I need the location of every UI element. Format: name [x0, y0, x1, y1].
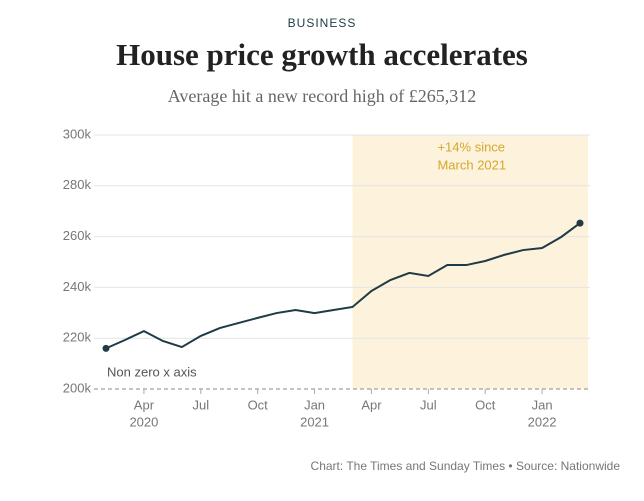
x-tick-label: Oct — [475, 397, 496, 412]
y-tick-label: 240k — [63, 279, 92, 294]
x-tick-label: Jan — [532, 397, 553, 412]
x-tick-label: Jan — [304, 397, 325, 412]
kicker: BUSINESS — [288, 16, 357, 30]
y-tick-label: 220k — [63, 330, 92, 345]
end-dot — [102, 344, 110, 352]
chart-title: House price growth accelerates — [116, 37, 528, 72]
chart-subtitle: Average hit a new record high of £265,31… — [168, 86, 477, 106]
end-dot — [576, 219, 584, 227]
highlight-annotation: March 2021 — [437, 157, 506, 172]
x-tick-label: Jul — [192, 397, 209, 412]
highlight-annotation: +14% since — [437, 139, 505, 154]
y-tick-label: 300k — [63, 126, 92, 141]
line — [105, 222, 581, 350]
source: Chart: The Times and Sunday Times • Sour… — [311, 459, 621, 473]
baseline-note: Non zero x axis — [107, 364, 197, 379]
x-year-label: 2020 — [129, 414, 158, 429]
highlight-region — [352, 135, 588, 389]
y-tick-label: 200k — [63, 380, 92, 395]
y-tick-label: 280k — [63, 177, 92, 192]
x-tick-label: Apr — [134, 397, 155, 412]
x-year-label: 2021 — [300, 414, 329, 429]
x-tick-label: Oct — [248, 397, 269, 412]
x-tick-label: Apr — [361, 397, 382, 412]
x-year-label: 2022 — [528, 414, 557, 429]
y-tick-label: 260k — [63, 228, 92, 243]
x-tick-label: Jul — [420, 397, 437, 412]
